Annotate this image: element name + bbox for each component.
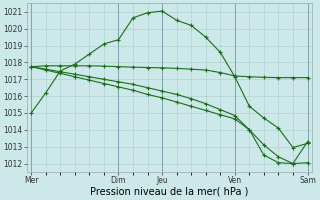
X-axis label: Pression niveau de la mer( hPa ): Pression niveau de la mer( hPa ) [90, 187, 249, 197]
